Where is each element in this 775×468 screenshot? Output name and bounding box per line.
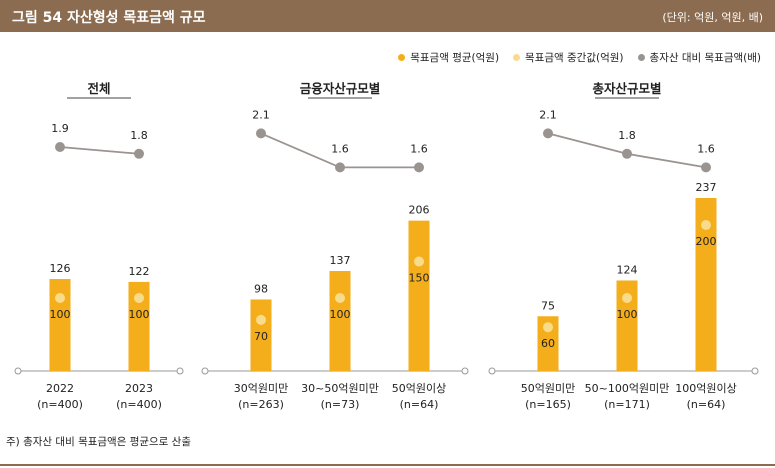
bar-mean-label-0-0: 126 [50,262,71,275]
ratio-label-1-0: 2.1 [252,108,270,121]
ratio-label-1-1: 1.6 [331,142,349,155]
legend: 목표금액 평균(억원) 목표금액 중간값(억원) 총자산 대비 목표금액(배) [398,50,761,65]
ratio-dot-0-1 [134,148,144,159]
median-label-1-2: 150 [409,272,430,285]
bar-mean-2-1 [616,280,638,371]
bar-mean-1-1 [329,270,351,371]
category-label-0-0: 2022 [46,382,74,395]
panel-title-0: 전체 [87,81,110,96]
axis-end-left-1 [201,367,209,375]
category-label-1-2: 50억원이상 [392,382,446,395]
category-label-2-2: 100억원이상 [675,382,736,395]
median-dot-2-1 [622,293,632,303]
bar-mean-0-1 [128,281,150,371]
category-n-label-2-2: (n=64) [687,398,726,411]
category-n-label-0-1: (n=400) [116,398,162,411]
bar-mean-label-0-1: 122 [129,265,150,278]
legend-mean-label: 목표금액 평균(억원) [410,52,500,64]
ratio-label-2-2: 1.6 [697,142,715,155]
axis-end-right-2 [751,367,759,375]
legend-ratio-label: 총자산 대비 목표금액(배) [649,52,761,64]
bar-mean-label-2-2: 237 [696,181,717,194]
figure-title: 그림 54 자산형성 목표금액 규모 [12,10,206,26]
category-n-label-1-2: (n=64) [400,398,439,411]
ratio-label-0-1: 1.8 [130,129,148,142]
bar-mean-label-1-0: 98 [254,282,268,295]
median-dot-1-0 [256,314,266,325]
category-n-label-2-1: (n=171) [604,398,650,411]
median-label-0-0: 100 [50,308,71,321]
median-label-1-0: 70 [254,330,268,343]
category-n-label-1-1: (n=73) [321,398,360,411]
footnote: 주) 총자산 대비 목표금액은 평균으로 산출 [6,436,192,448]
median-dot-2-0 [543,322,553,333]
bottom-rule [0,464,775,466]
ratio-line-0 [59,146,140,155]
ratio-dot-1-0 [256,128,266,139]
bar-mean-label-1-2: 206 [409,204,430,217]
category-n-label-0-0: (n=400) [37,398,83,411]
median-label-2-1: 100 [617,308,638,321]
category-label-1-0: 30억원미만 [234,382,288,395]
ratio-label-1-2: 1.6 [410,142,428,155]
category-n-label-2-0: (n=165) [525,398,571,411]
bar-mean-1-0 [250,299,272,371]
bar-mean-2-0 [537,316,559,371]
median-dot-0-0 [55,293,65,303]
axis-end-right-0 [176,367,184,375]
legend-item-ratio: 총자산 대비 목표금액(배) [637,50,761,65]
legend-item-mean: 목표금액 평균(억원) [398,50,499,65]
ratio-dot-1-1 [335,162,345,173]
ratio-dot-2-0 [543,128,553,139]
median-label-2-0: 60 [541,337,555,350]
legend-ratio-dot-icon [637,54,645,61]
ratio-label-0-0: 1.9 [51,122,69,135]
legend-item-median: 목표금액 중간값(억원) [513,50,624,65]
bar-mean-label-1-1: 137 [330,254,351,267]
bar-mean-0-0 [49,279,71,371]
ratio-dot-0-0 [55,142,65,152]
bar-mean-2-2 [695,197,717,371]
ratio-label-2-0: 2.1 [539,108,557,121]
median-label-2-2: 200 [696,235,717,248]
ratio-label-2-1: 1.8 [618,129,636,142]
unit-label: (단위: 억원, 억원, 배) [662,11,763,24]
ratio-dot-2-2 [701,162,711,173]
category-label-2-1: 50~100억원미만 [585,382,670,395]
axis-end-left-2 [488,367,496,375]
category-label-0-1: 2023 [125,382,153,395]
median-dot-1-2 [414,256,424,267]
panel-title-2: 총자산규모별 [592,81,661,96]
median-label-1-1: 100 [330,308,351,321]
median-dot-1-1 [335,293,345,303]
median-label-0-1: 100 [129,308,150,321]
category-label-2-0: 50억원미만 [521,382,575,395]
median-dot-0-1 [134,293,144,303]
ratio-dot-1-2 [414,162,424,173]
panel-title-1: 금융자산규모별 [300,81,381,96]
median-dot-2-2 [701,220,711,230]
category-n-label-1-0: (n=263) [238,398,284,411]
legend-median-dot-icon [513,54,521,61]
figure-header: 그림 54 자산형성 목표금액 규모 (단위: 억원, 억원, 배) [0,0,775,32]
bar-mean-label-2-0: 75 [541,299,555,312]
axis-end-right-1 [461,367,469,375]
legend-median-label: 목표금액 중간값(억원) [525,52,624,64]
ratio-dot-2-1 [622,148,632,159]
axis-end-left-0 [14,367,22,375]
category-label-1-1: 30~50억원미만 [301,382,379,395]
bar-mean-1-2 [408,220,430,371]
bar-mean-label-2-1: 124 [617,263,638,276]
legend-mean-dot-icon [398,54,406,61]
